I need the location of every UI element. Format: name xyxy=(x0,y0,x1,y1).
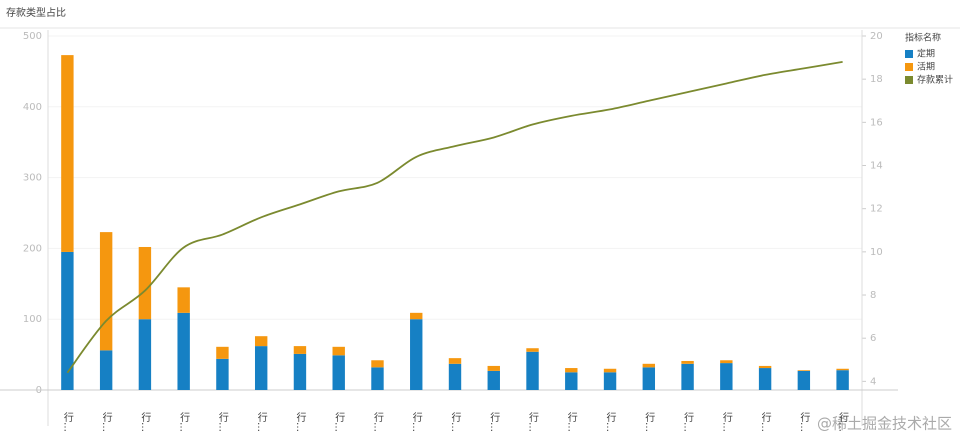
bar xyxy=(254,346,268,390)
x-tick-label: 行… xyxy=(294,411,306,432)
x-tick-label: 行… xyxy=(139,411,151,432)
legend-label: 存款累计 xyxy=(917,74,953,86)
bar xyxy=(99,350,113,390)
bar xyxy=(332,346,345,356)
x-tick-label: 行… xyxy=(216,411,228,432)
y2-tick-label: 12 xyxy=(870,204,883,215)
bar xyxy=(836,368,849,371)
x-tick-label: 行… xyxy=(720,411,732,432)
bar xyxy=(642,363,656,368)
bar xyxy=(565,372,578,390)
x-tick-label: 行… xyxy=(759,411,771,432)
y-tick-label: 100 xyxy=(23,314,42,325)
bar xyxy=(720,363,733,390)
bar xyxy=(642,367,656,390)
x-tick-label: 行… xyxy=(61,411,73,432)
y2-tick-label: 18 xyxy=(870,74,883,85)
bar xyxy=(254,336,268,347)
bar xyxy=(758,365,772,369)
line-series xyxy=(66,61,843,374)
x-tick-label: 行… xyxy=(488,411,500,432)
bar xyxy=(216,358,229,390)
bar xyxy=(526,348,539,352)
y-tick-label: 400 xyxy=(23,102,42,113)
bar xyxy=(720,360,733,364)
chart-title: 存款类型占比 xyxy=(6,6,66,19)
y2-tick-label: 14 xyxy=(870,161,883,172)
y2-tick-label: 16 xyxy=(870,117,883,128)
bar xyxy=(487,370,500,390)
bar xyxy=(371,367,384,390)
bar xyxy=(293,353,307,390)
x-tick-label: 行… xyxy=(410,411,422,432)
legend-swatch xyxy=(905,76,913,84)
legend-label: 定期 xyxy=(917,48,935,60)
x-tick-label: 行… xyxy=(527,411,539,432)
x-tick-label: 行… xyxy=(798,411,810,432)
bar xyxy=(448,363,462,390)
bar xyxy=(371,360,384,368)
y-tick-label: 500 xyxy=(23,31,42,42)
bar xyxy=(332,355,345,390)
bar xyxy=(487,365,500,371)
legend-swatch xyxy=(905,63,913,71)
bar xyxy=(177,287,190,313)
x-tick-label: 行… xyxy=(255,411,267,432)
y2-tick-label: 6 xyxy=(870,333,876,344)
legend-swatch xyxy=(905,50,913,58)
x-tick-label: 行… xyxy=(682,411,694,432)
bar xyxy=(603,372,617,390)
bar xyxy=(61,251,74,390)
y2-tick-label: 8 xyxy=(870,290,876,301)
bar xyxy=(177,312,190,390)
y-tick-label: 200 xyxy=(23,243,42,254)
x-tick-label: 行… xyxy=(837,411,849,432)
x-tick-label: 行… xyxy=(449,411,461,432)
x-tick-label: 行… xyxy=(100,411,112,432)
bar xyxy=(410,319,423,390)
y-tick-label: 300 xyxy=(23,173,42,184)
x-tick-label: 行… xyxy=(565,411,577,432)
bar xyxy=(61,55,74,252)
bar xyxy=(293,346,307,354)
x-tick-label: 行… xyxy=(604,411,616,432)
x-tick-label: 行… xyxy=(643,411,655,432)
legend-label: 活期 xyxy=(917,61,935,73)
bar xyxy=(758,368,772,390)
y2-tick-label: 4 xyxy=(870,376,876,387)
y2-tick-label: 20 xyxy=(870,31,883,42)
bar xyxy=(603,368,617,373)
bar xyxy=(99,232,113,351)
x-tick-label: 行… xyxy=(333,411,345,432)
bar xyxy=(448,358,462,364)
bar xyxy=(797,370,811,390)
legend-title: 指标名称 xyxy=(905,32,941,44)
bar xyxy=(138,319,152,390)
bar xyxy=(797,370,811,371)
bar xyxy=(565,368,578,373)
bar xyxy=(526,351,539,390)
bar xyxy=(216,346,229,359)
bar xyxy=(681,363,694,390)
x-tick-label: 行… xyxy=(371,411,383,432)
bar xyxy=(410,312,423,320)
x-tick-label: 行… xyxy=(178,411,190,432)
y2-tick-label: 10 xyxy=(870,247,883,258)
bar xyxy=(138,246,152,320)
bar xyxy=(836,370,849,390)
bar xyxy=(681,360,694,364)
watermark: @稀土掘金技术社区 xyxy=(817,415,952,433)
